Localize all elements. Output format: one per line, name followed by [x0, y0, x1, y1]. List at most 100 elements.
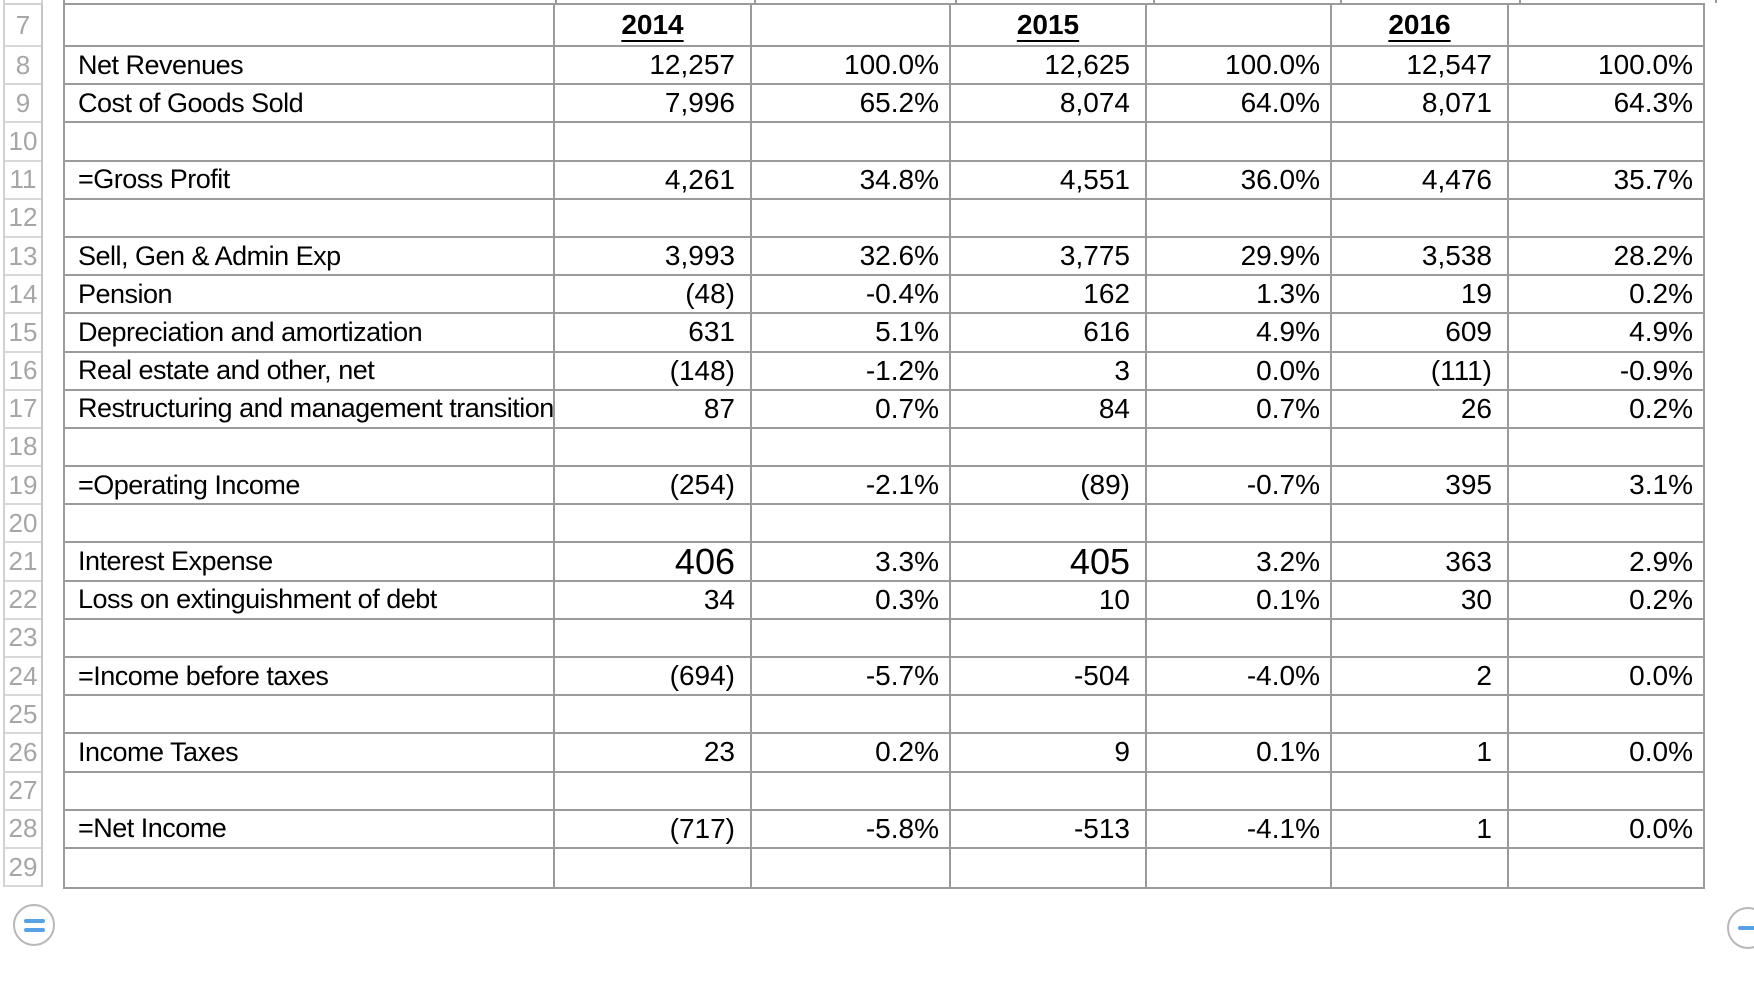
- cell-B13[interactable]: 3,993: [555, 237, 752, 277]
- cell-A24[interactable]: =Income before taxes: [65, 658, 555, 697]
- cell-B19[interactable]: (254): [555, 467, 752, 506]
- cell-B20[interactable]: [555, 505, 752, 544]
- cell-A22[interactable]: Loss on extinguishment of debt: [65, 581, 555, 620]
- cell-E26[interactable]: 0.1%: [1147, 734, 1332, 773]
- cell-D26[interactable]: 9: [951, 734, 1147, 773]
- cell-D25[interactable]: [951, 696, 1147, 735]
- cell-E27[interactable]: [1147, 772, 1332, 811]
- cell-D27[interactable]: [951, 772, 1147, 811]
- cell-A12[interactable]: [65, 199, 555, 238]
- cell-B21[interactable]: 406: [555, 543, 752, 582]
- cell-E14[interactable]: 1.3%: [1147, 276, 1332, 315]
- cell-E19[interactable]: -0.7%: [1147, 467, 1332, 506]
- cell-C26[interactable]: 0.2%: [752, 734, 951, 773]
- row-header-cell[interactable]: 17: [5, 391, 41, 429]
- cell-F26[interactable]: 1: [1332, 734, 1509, 773]
- cell-F9[interactable]: 8,071: [1332, 85, 1509, 124]
- cell-A7[interactable]: [65, 5, 555, 47]
- cell-D20[interactable]: [951, 505, 1147, 544]
- row-header-cell[interactable]: 20: [5, 505, 41, 544]
- cell-G25[interactable]: [1509, 696, 1703, 735]
- cell-B24[interactable]: (694): [555, 658, 752, 697]
- cell-C29[interactable]: [752, 848, 951, 888]
- cell-F11[interactable]: 4,476: [1332, 161, 1509, 200]
- cell-G11[interactable]: 35.7%: [1509, 162, 1703, 200]
- cell-B26[interactable]: 23: [555, 734, 752, 773]
- cell-G23[interactable]: [1509, 620, 1703, 658]
- cell-G27[interactable]: [1509, 773, 1703, 811]
- cell-A11[interactable]: =Gross Profit: [65, 161, 555, 200]
- cell-A21[interactable]: Interest Expense: [65, 543, 555, 582]
- cell-B29[interactable]: [555, 848, 752, 888]
- cell-C22[interactable]: 0.3%: [752, 581, 951, 620]
- cell-D21[interactable]: 405: [951, 543, 1147, 582]
- cell-C8[interactable]: 100.0%: [752, 47, 951, 86]
- cell-D29[interactable]: [951, 848, 1147, 888]
- cell-E17[interactable]: 0.7%: [1147, 390, 1332, 429]
- cell-G21[interactable]: 2.9%: [1509, 543, 1703, 582]
- cell-G8[interactable]: 100.0%: [1509, 47, 1703, 86]
- row-header-cell[interactable]: 27: [5, 773, 41, 811]
- cell-G14[interactable]: 0.2%: [1509, 276, 1703, 315]
- cell-D18[interactable]: [951, 428, 1147, 468]
- cell-C13[interactable]: 32.6%: [752, 237, 951, 277]
- cell-D11[interactable]: 4,551: [951, 161, 1147, 200]
- cell-G13[interactable]: 28.2%: [1509, 238, 1703, 277]
- cell-C24[interactable]: -5.7%: [752, 658, 951, 697]
- cell-F23[interactable]: [1332, 619, 1509, 658]
- cell-D28[interactable]: -513: [951, 810, 1147, 849]
- cell-G24[interactable]: 0.0%: [1509, 658, 1703, 697]
- cell-A10[interactable]: [65, 123, 555, 162]
- cell-F16[interactable]: (111): [1332, 352, 1509, 391]
- cell-F7[interactable]: 2016: [1332, 5, 1509, 47]
- cell-C18[interactable]: [752, 428, 951, 468]
- scroll-handle-button[interactable]: [1727, 907, 1754, 949]
- cell-B28[interactable]: (717): [555, 810, 752, 849]
- cell-C10[interactable]: [752, 123, 951, 162]
- cell-A26[interactable]: Income Taxes: [65, 734, 555, 773]
- row-header-cell[interactable]: 25: [5, 696, 41, 735]
- cell-B23[interactable]: [555, 619, 752, 658]
- cell-E7[interactable]: [1147, 5, 1332, 47]
- cell-B17[interactable]: 87: [555, 390, 752, 429]
- cell-B11[interactable]: 4,261: [555, 161, 752, 200]
- row-header-cell[interactable]: 12: [5, 200, 41, 238]
- row-header-cell[interactable]: 26: [5, 734, 41, 773]
- row-header-cell[interactable]: 15: [5, 314, 41, 353]
- cell-A17[interactable]: Restructuring and management transition: [65, 390, 555, 429]
- cell-B9[interactable]: 7,996: [555, 85, 752, 124]
- cell-C16[interactable]: -1.2%: [752, 352, 951, 391]
- cell-B18[interactable]: [555, 428, 752, 468]
- cell-C12[interactable]: [752, 199, 951, 238]
- cell-C28[interactable]: -5.8%: [752, 810, 951, 849]
- cell-B22[interactable]: 34: [555, 581, 752, 620]
- cell-B25[interactable]: [555, 696, 752, 735]
- cell-A18[interactable]: [65, 428, 555, 468]
- cell-F21[interactable]: 363: [1332, 543, 1509, 582]
- cell-C25[interactable]: [752, 696, 951, 735]
- cell-G18[interactable]: [1509, 429, 1703, 468]
- cell-G26[interactable]: 0.0%: [1509, 734, 1703, 773]
- cell-C15[interactable]: 5.1%: [752, 314, 951, 353]
- cell-E16[interactable]: 0.0%: [1147, 352, 1332, 391]
- cell-F24[interactable]: 2: [1332, 658, 1509, 697]
- cell-F10[interactable]: [1332, 123, 1509, 162]
- cell-A25[interactable]: [65, 696, 555, 735]
- cell-F17[interactable]: 26: [1332, 390, 1509, 429]
- cell-G19[interactable]: 3.1%: [1509, 467, 1703, 506]
- cell-C21[interactable]: 3.3%: [752, 543, 951, 582]
- cell-G15[interactable]: 4.9%: [1509, 314, 1703, 353]
- cell-F15[interactable]: 609: [1332, 314, 1509, 353]
- cell-A8[interactable]: Net Revenues: [65, 47, 555, 86]
- row-header-cell[interactable]: 22: [5, 582, 41, 620]
- cell-B7[interactable]: 2014: [555, 5, 752, 47]
- cell-A13[interactable]: Sell, Gen & Admin Exp: [65, 237, 555, 277]
- cell-C17[interactable]: 0.7%: [752, 390, 951, 429]
- row-header-cell[interactable]: 24: [5, 658, 41, 697]
- row-header-cell[interactable]: 23: [5, 620, 41, 658]
- cell-F14[interactable]: 19: [1332, 276, 1509, 315]
- cell-A20[interactable]: [65, 505, 555, 544]
- row-header-cell[interactable]: 11: [5, 162, 41, 200]
- cell-G10[interactable]: [1509, 123, 1703, 162]
- cell-F28[interactable]: 1: [1332, 810, 1509, 849]
